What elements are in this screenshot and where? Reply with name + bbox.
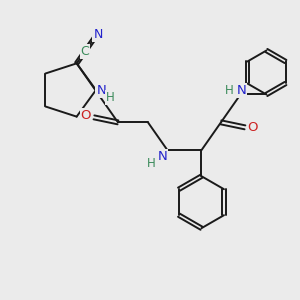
Text: H: H (106, 92, 115, 104)
Text: C: C (80, 45, 89, 58)
Text: H: H (147, 157, 156, 170)
Text: N: N (96, 84, 106, 98)
Text: N: N (237, 84, 246, 97)
Text: O: O (81, 109, 91, 122)
Text: H: H (225, 84, 234, 97)
Text: O: O (248, 121, 258, 134)
Text: N: N (93, 28, 103, 41)
Text: N: N (158, 150, 167, 163)
